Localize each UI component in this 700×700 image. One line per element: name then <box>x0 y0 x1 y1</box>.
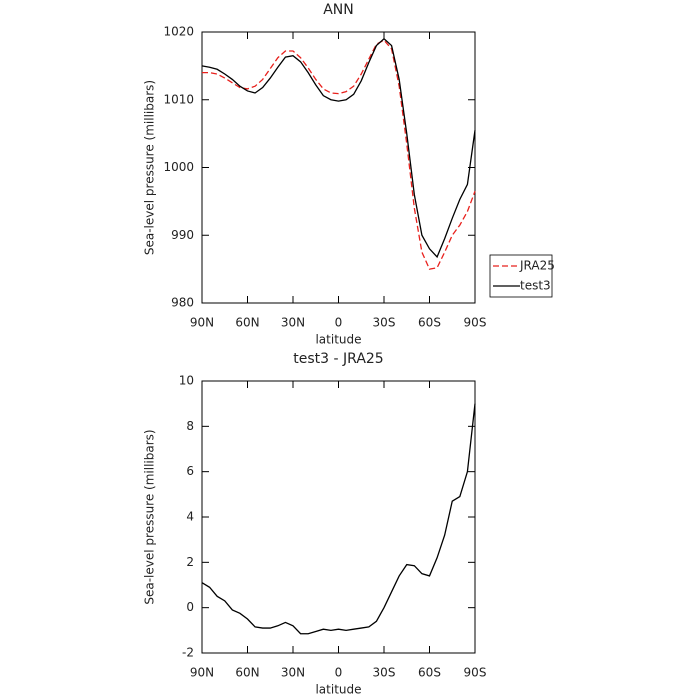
x-tick-label: 60N <box>235 666 259 680</box>
legend-label: test3 <box>520 279 551 293</box>
x-tick-label: 30S <box>373 666 396 680</box>
x-tick-label: 30N <box>281 666 305 680</box>
x-axis-label: latitude <box>315 683 361 697</box>
y-tick-label: 8 <box>186 419 194 433</box>
plot-frame <box>201 380 476 654</box>
y-tick-label: -2 <box>182 646 194 660</box>
y-axis-label: Sea-level pressure (millibars) <box>143 80 157 255</box>
y-tick-label: 1010 <box>163 92 194 106</box>
legend-label: JRA25 <box>519 259 555 273</box>
x-tick-label: 30S <box>373 316 396 330</box>
y-tick-label: 990 <box>171 228 194 242</box>
data-line <box>202 39 476 270</box>
x-tick-label: 60S <box>418 316 441 330</box>
y-tick-label: 980 <box>171 296 194 310</box>
x-tick-label: 90N <box>190 316 214 330</box>
y-tick-label: 0 <box>186 600 194 614</box>
x-tick-label: 60S <box>418 666 441 680</box>
data-line <box>201 403 476 635</box>
x-tick-label: 30N <box>281 316 305 330</box>
x-axis-label: latitude <box>315 333 361 347</box>
x-tick-label: 0 <box>335 666 343 680</box>
y-axis-label: Sea-level pressure (millibars) <box>143 429 157 604</box>
x-tick-label: 90S <box>464 666 487 680</box>
y-tick-label: 6 <box>186 464 194 478</box>
legend-box <box>489 254 553 298</box>
x-tick-label: 60N <box>235 316 259 330</box>
plot-frame <box>201 31 476 304</box>
chart-title: ANN <box>323 2 354 18</box>
y-tick-label: 10 <box>179 374 194 388</box>
y-tick-label: 4 <box>186 510 194 524</box>
data-line <box>201 37 476 259</box>
x-tick-label: 0 <box>335 316 343 330</box>
chart-title: test3 - JRA25 <box>293 351 383 367</box>
x-tick-label: 90N <box>190 666 214 680</box>
y-tick-label: 1000 <box>163 160 194 174</box>
y-tick-label: 2 <box>186 555 194 569</box>
y-tick-label: 1020 <box>163 25 194 39</box>
x-tick-label: 90S <box>464 316 487 330</box>
